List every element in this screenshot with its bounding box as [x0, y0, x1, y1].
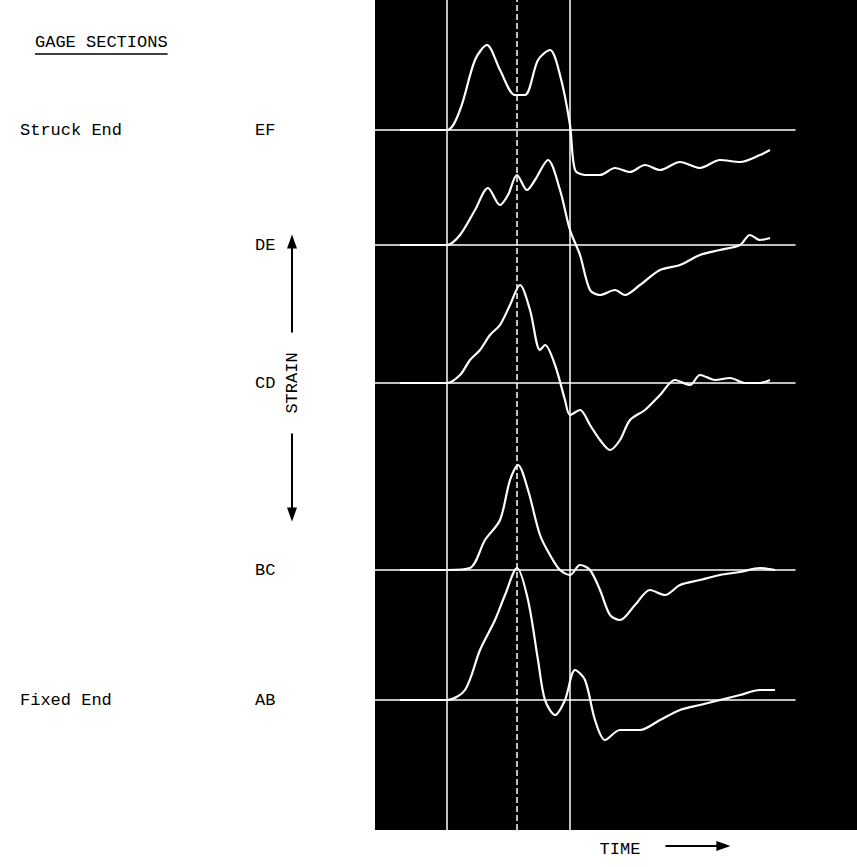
svg-text:Fixed End: Fixed End — [20, 691, 112, 710]
svg-text:Struck End: Struck End — [20, 121, 122, 140]
svg-text:BC: BC — [255, 561, 275, 580]
svg-text:STRAIN: STRAIN — [283, 352, 302, 413]
svg-text:AB: AB — [255, 691, 275, 710]
svg-text:DE: DE — [255, 236, 275, 255]
svg-text:TIME: TIME — [600, 840, 641, 859]
svg-text:GAGE SECTIONS: GAGE SECTIONS — [35, 33, 168, 52]
svg-text:CD: CD — [255, 374, 275, 393]
svg-text:EF: EF — [255, 121, 275, 140]
